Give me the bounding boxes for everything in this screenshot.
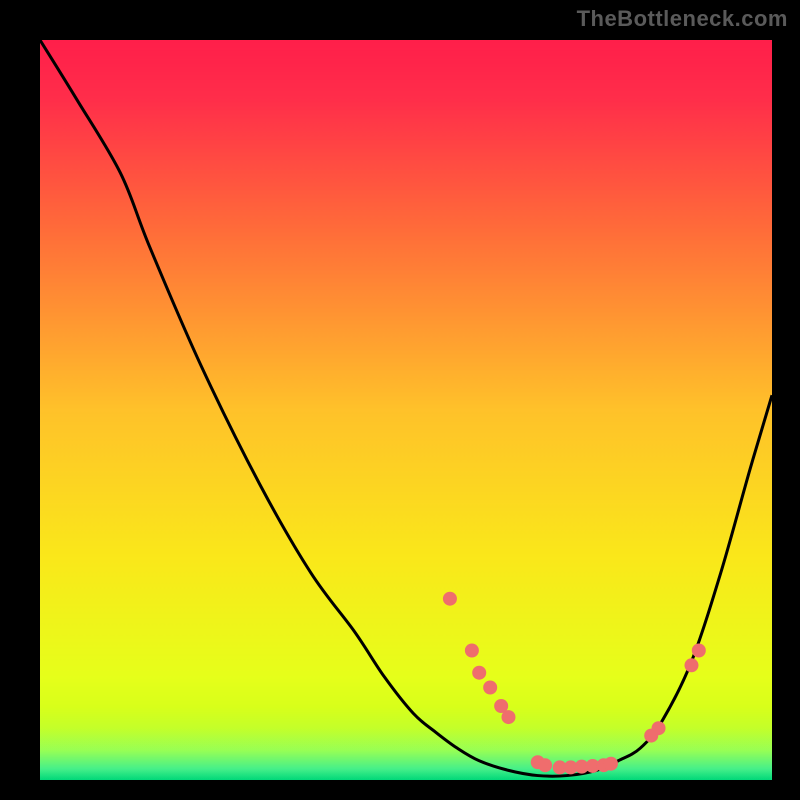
watermark-text: TheBottleneck.com	[577, 6, 788, 32]
chart-root: TheBottleneck.com	[0, 0, 800, 800]
plot-gradient-background	[40, 40, 772, 780]
